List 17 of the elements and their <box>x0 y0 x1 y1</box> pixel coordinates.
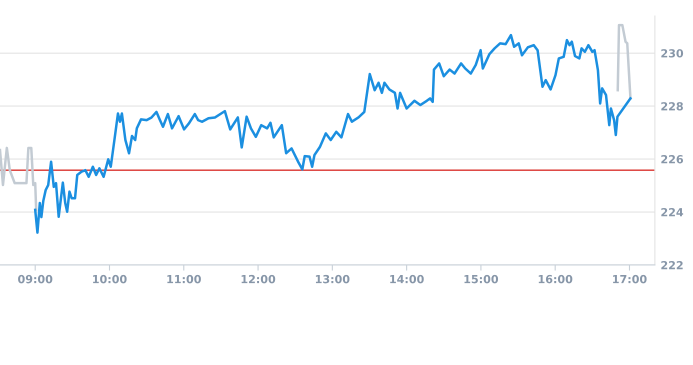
x-tick-label: 11:00 <box>167 274 201 284</box>
y-tick-label: 228 <box>661 102 683 110</box>
x-tick-label: 16:00 <box>538 274 572 284</box>
y-tick-label: 222 <box>661 260 683 270</box>
line-series <box>34 34 632 234</box>
y-tick-label: 230 <box>661 49 684 58</box>
x-tick-label: 17:00 <box>613 274 647 284</box>
x-tick-label: 09:00 <box>18 274 52 284</box>
y-tick-label: 224 <box>661 208 684 216</box>
line-series <box>0 146 38 212</box>
x-tick-label: 14:00 <box>390 274 424 284</box>
y-tick-label: 226 <box>661 155 684 164</box>
line-series <box>616 24 632 100</box>
x-tick-label: 12:00 <box>242 274 276 284</box>
x-tick-label: 10:00 <box>93 274 127 284</box>
x-tick-label: 13:00 <box>316 274 350 284</box>
x-tick-label: 15:00 <box>464 274 498 284</box>
